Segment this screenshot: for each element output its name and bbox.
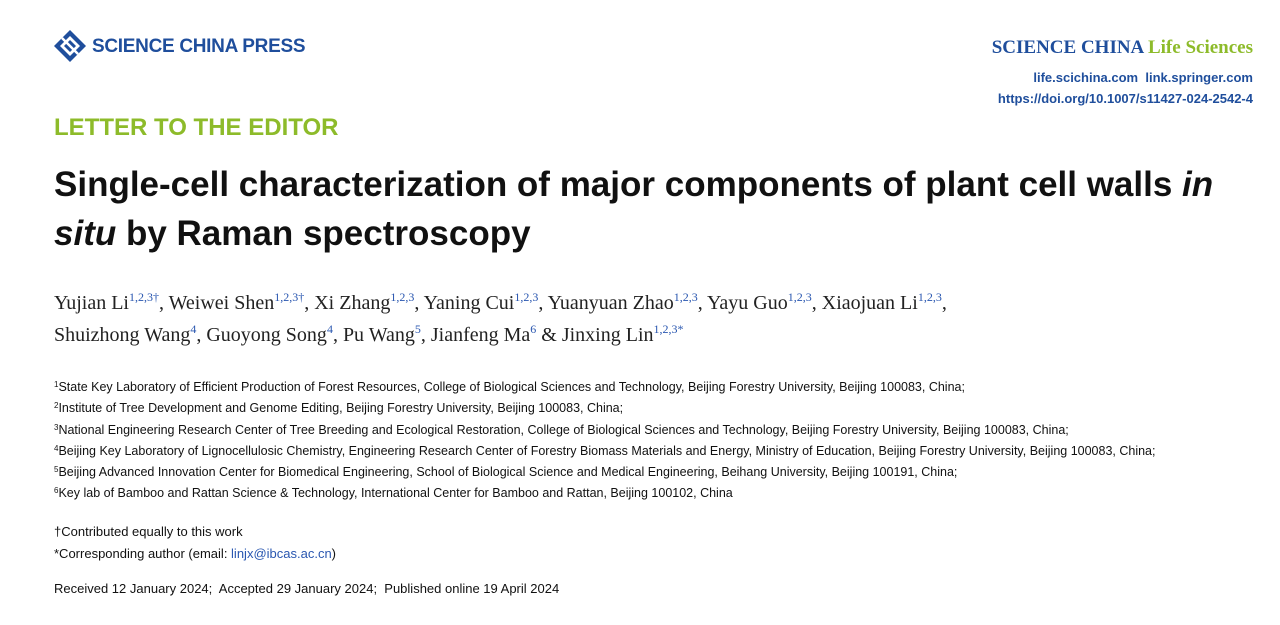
doi[interactable]: https://doi.org/10.1007/s11427-024-2542-… bbox=[997, 91, 1253, 106]
affiliation-text: Beijing Key Laboratory of Lignocellulosi… bbox=[58, 443, 1156, 458]
author-name: Xi Zhang bbox=[314, 292, 391, 314]
affiliation-list: 1State Key Laboratory of Efficient Produ… bbox=[54, 377, 1156, 505]
author-affiliation: 1,2,3 bbox=[787, 290, 812, 304]
notes: †Contributed equally to this work *Corre… bbox=[54, 521, 336, 564]
note-text: ) bbox=[331, 545, 337, 561]
link[interactable]: link.springer.com bbox=[1145, 70, 1253, 85]
affiliation-number: 2 bbox=[54, 401, 59, 411]
note-text: *Corresponding author (email: bbox=[54, 545, 232, 561]
title-text: by Raman spectroscopy bbox=[116, 214, 531, 253]
affiliation-text: National Engineering Research Center of … bbox=[58, 422, 1069, 437]
publisher-name: SCIENCE CHINA PRESS bbox=[92, 36, 306, 57]
journal-links: life.scichina.com link.springer.com http… bbox=[998, 67, 1253, 109]
journal-section: Life Sciences bbox=[1147, 37, 1253, 58]
author-separator: , bbox=[538, 292, 548, 314]
affiliation: 1State Key Laboratory of Efficient Produ… bbox=[54, 377, 1156, 398]
affiliation-number: 3 bbox=[54, 422, 59, 432]
author-affiliation: 4 bbox=[326, 322, 333, 336]
affiliation-number: 6 bbox=[54, 486, 59, 496]
author-affiliation: 1,2,3 bbox=[917, 290, 942, 304]
author-separator: , bbox=[811, 292, 822, 314]
author-separator: , bbox=[196, 324, 207, 346]
journal-title: SCIENCE CHINA bbox=[991, 37, 1144, 58]
author-affiliation: 6 bbox=[530, 322, 537, 336]
author-affiliation: 1,2,3 bbox=[514, 290, 539, 304]
author-separator: , bbox=[697, 292, 707, 314]
author-affiliation: 1,2,3 bbox=[673, 290, 698, 304]
author-list: Yujian Li1,2,3†, Weiwei Shen1,2,3†, Xi Z… bbox=[54, 287, 1254, 351]
publisher-logo bbox=[54, 30, 86, 62]
corresponding-note: *Corresponding author (email: linjx@ibca… bbox=[54, 543, 336, 565]
author-name: Yaning Cui bbox=[423, 292, 515, 314]
author-name: Weiwei Shen bbox=[168, 292, 275, 314]
author-affiliation: 1,2,3† bbox=[274, 290, 305, 304]
equal-note: †Contributed equally to this work bbox=[54, 524, 243, 539]
author-affiliation: 5 bbox=[414, 322, 421, 336]
article-title: Single-cell characterization of major co… bbox=[54, 160, 1244, 258]
affiliation-number: 1 bbox=[54, 380, 59, 389]
author-name: Shuizhong Wang bbox=[54, 324, 191, 346]
author-separator: , bbox=[941, 292, 947, 314]
author-separator: , bbox=[159, 292, 169, 314]
affiliation-text: Beijing Advanced Innovation Center for B… bbox=[58, 465, 958, 480]
dates: Received 12 January 2024; Accepted 29 Ja… bbox=[54, 581, 560, 596]
author-name: Yayu Guo bbox=[706, 292, 788, 314]
author-name: Yujian Li bbox=[54, 292, 129, 314]
author-separator: , bbox=[304, 292, 315, 314]
author-name: Jianfeng Ma bbox=[430, 324, 531, 346]
author-name: Pu Wang bbox=[342, 324, 415, 346]
affiliation-text: Key lab of Bamboo and Rattan Science & T… bbox=[58, 486, 733, 501]
title-italic: in situ bbox=[54, 165, 1214, 253]
author-separator: , bbox=[420, 324, 431, 346]
author-affiliation: 4 bbox=[190, 322, 197, 336]
author-separator: & bbox=[536, 324, 562, 346]
author-separator: , bbox=[414, 292, 424, 314]
affiliation: 6Key lab of Bamboo and Rattan Science & … bbox=[54, 483, 1156, 504]
journal-name: SCIENCE CHINA Life Sciences bbox=[992, 37, 1253, 59]
author-affiliation: 1,2,3† bbox=[129, 290, 159, 304]
author-name: Yuanyuan Zhao bbox=[547, 292, 674, 314]
author-name: Guoyong Song bbox=[206, 324, 327, 346]
affiliation: 3National Engineering Research Center of… bbox=[54, 420, 1156, 441]
affiliation-text: Institute of Tree Development and Genome… bbox=[58, 401, 624, 416]
affiliation-number: 5 bbox=[54, 465, 59, 475]
title-text: Single-cell characterization of major co… bbox=[54, 165, 1183, 204]
affiliation-number: 4 bbox=[54, 443, 59, 453]
affiliation: 4Beijing Key Laboratory of Lignocellulos… bbox=[54, 441, 1156, 462]
author-separator: , bbox=[332, 324, 343, 346]
author-affiliation: 1,2,3* bbox=[653, 322, 684, 336]
affiliation-text: State Key Laboratory of Efficient Produc… bbox=[58, 380, 965, 394]
author-affiliation: 1,2,3 bbox=[390, 290, 415, 304]
author-name: Jinxing Lin bbox=[561, 324, 654, 346]
author-name: Xiaojuan Li bbox=[821, 292, 918, 314]
affiliation: 5Beijing Advanced Innovation Center for … bbox=[54, 462, 1156, 483]
link[interactable]: life.scichina.com bbox=[1033, 70, 1139, 85]
email-link[interactable]: linjx@ibcas.ac.cn bbox=[231, 545, 332, 561]
article-type: LETTER TO THE EDITOR bbox=[54, 114, 339, 141]
affiliation: 2Institute of Tree Development and Genom… bbox=[54, 398, 1156, 419]
